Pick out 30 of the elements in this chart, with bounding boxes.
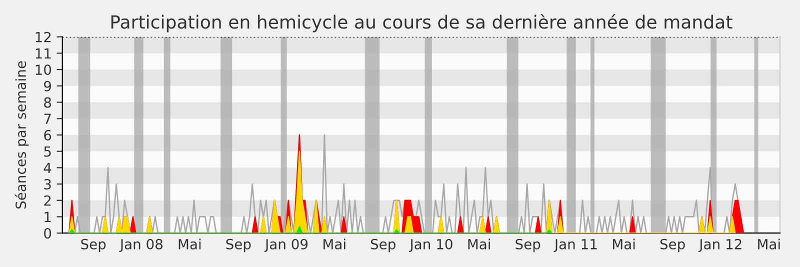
y-tick-label: 3 (44, 179, 51, 190)
x-tick-label: Mai (324, 238, 346, 250)
x-tick-label: Mai (612, 238, 635, 250)
y-tick-label: 4 (44, 162, 52, 173)
x-tick-label: Mai (758, 238, 780, 250)
x-tick-label: Jan 08 (119, 238, 162, 252)
chart-title: Participation en hemicycle au cours de sa dernière année de mandat (111, 14, 732, 32)
x-tick-label: Sep (370, 238, 396, 252)
y-tick-label: 8 (44, 97, 52, 108)
x-tick-label: Sep (660, 238, 685, 252)
x-tick-label: Jan 12 (698, 238, 742, 252)
x-tick-label: Jan 11 (554, 239, 597, 252)
x-tick-label: Mai (178, 238, 201, 250)
y-tick-label: 5 (44, 146, 51, 157)
y-tick-label: 1 (44, 212, 51, 222)
x-tick-label: Mai (468, 238, 490, 250)
x-tick-label: Jan 09 (264, 238, 308, 252)
y-tick-label: 6 (44, 130, 52, 140)
y-tick-label: 12 (36, 32, 51, 42)
x-tick-label: Sep (226, 238, 251, 252)
y-tick-label: 9 (44, 80, 52, 92)
y-tick-label: 2 (44, 195, 51, 206)
x-tick-label: Jan 10 (409, 238, 452, 252)
y-tick-label: 10 (36, 64, 52, 76)
y-axis-title: Séances par semaine (14, 61, 29, 209)
y-tick-label: 11 (36, 48, 51, 58)
x-tick-label: Sep (81, 238, 106, 252)
x-tick-label: Sep (516, 238, 540, 252)
y-tick-label: 7 (44, 114, 51, 124)
y-tick-label: 0 (44, 228, 52, 239)
